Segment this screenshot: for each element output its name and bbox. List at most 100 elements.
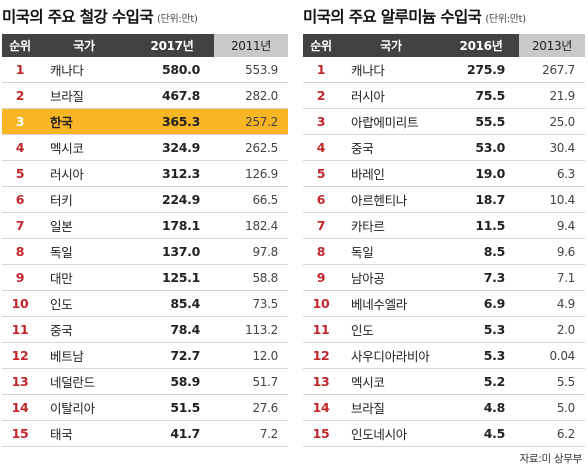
country-cell: 독일 <box>339 238 443 265</box>
country-cell: 아랍에미리트 <box>339 108 443 135</box>
country-cell: 태국 <box>38 420 130 447</box>
current-value-cell: 53.0 <box>443 134 519 161</box>
table-row: 14 이탈리아 51.5 27.6 <box>2 394 288 421</box>
table-row: 10 베네수엘라 6.9 4.9 <box>303 290 585 317</box>
rank-cell: 1 <box>303 57 339 83</box>
current-value-cell: 5.2 <box>443 368 519 395</box>
previous-value-cell: 73.5 <box>214 290 288 317</box>
current-value-cell: 19.0 <box>443 160 519 187</box>
steel-unit: (단위:만t) <box>157 14 198 25</box>
previous-value-cell: 30.4 <box>519 134 585 161</box>
aluminum-header-rank: 순위 <box>303 34 339 57</box>
previous-value-cell: 126.9 <box>214 160 288 187</box>
steel-table: 순위 국가 2017년 2011년 1 캐나다 580.0 553.9 2 브라질 467.… <box>2 34 288 447</box>
current-value-cell: 4.8 <box>443 394 519 421</box>
table-row: 9 대만 125.1 58.8 <box>2 264 288 291</box>
table-row: 6 아르헨티나 18.7 10.4 <box>303 186 585 213</box>
rank-cell: 15 <box>303 420 339 447</box>
previous-value-cell: 66.5 <box>214 186 288 213</box>
table-row: 13 네덜란드 58.9 51.7 <box>2 368 288 395</box>
rank-cell: 10 <box>303 290 339 317</box>
country-cell: 독일 <box>38 238 130 265</box>
current-value-cell: 78.4 <box>130 316 214 343</box>
aluminum-table: 순위 국가 2016년 2013년 1 캐나다 275.9 267.7 2 러시아 75.5… <box>303 34 585 447</box>
country-cell: 캐나다 <box>339 57 443 83</box>
rank-cell: 3 <box>2 108 38 135</box>
previous-value-cell: 282.0 <box>214 82 288 109</box>
previous-value-cell: 5.0 <box>519 394 585 421</box>
country-cell: 네덜란드 <box>38 368 130 395</box>
current-value-cell: 75.5 <box>443 82 519 109</box>
rank-cell: 4 <box>303 134 339 161</box>
country-cell: 멕시코 <box>38 134 130 161</box>
previous-value-cell: 262.5 <box>214 134 288 161</box>
rank-cell: 1 <box>2 57 38 83</box>
rank-cell: 10 <box>2 290 38 317</box>
current-value-cell: 467.8 <box>130 82 214 109</box>
rank-cell: 15 <box>2 420 38 447</box>
rank-cell: 14 <box>2 394 38 421</box>
table-row: 4 멕시코 324.9 262.5 <box>2 134 288 161</box>
steel-header-current: 2017년 <box>130 34 214 57</box>
current-value-cell: 137.0 <box>130 238 214 265</box>
current-value-cell: 312.3 <box>130 160 214 187</box>
country-cell: 터키 <box>38 186 130 213</box>
previous-value-cell: 5.5 <box>519 368 585 395</box>
aluminum-header-row: 순위 국가 2016년 2013년 <box>303 34 585 57</box>
table-row: 3 한국 365.3 257.2 <box>2 108 288 135</box>
rank-cell: 5 <box>2 160 38 187</box>
previous-value-cell: 7.2 <box>214 420 288 447</box>
table-row: 8 독일 137.0 97.8 <box>2 238 288 265</box>
previous-value-cell: 27.6 <box>214 394 288 421</box>
country-cell: 러시아 <box>38 160 130 187</box>
current-value-cell: 51.5 <box>130 394 214 421</box>
country-cell: 바레인 <box>339 160 443 187</box>
current-value-cell: 58.9 <box>130 368 214 395</box>
rank-cell: 3 <box>303 108 339 135</box>
country-cell: 브라질 <box>38 82 130 109</box>
current-value-cell: 7.3 <box>443 264 519 291</box>
previous-value-cell: 6.3 <box>519 160 585 187</box>
aluminum-panel: 미국의 주요 알루미늄 수입국 (단위:만t) 순위 국가 2016년 2013년… <box>303 0 585 447</box>
table-row: 6 터키 224.9 66.5 <box>2 186 288 213</box>
rank-cell: 8 <box>2 238 38 265</box>
steel-header-country: 국가 <box>38 34 130 57</box>
previous-value-cell: 182.4 <box>214 212 288 239</box>
previous-value-cell: 267.7 <box>519 57 585 83</box>
previous-value-cell: 97.8 <box>214 238 288 265</box>
country-cell: 인도 <box>38 290 130 317</box>
rank-cell: 9 <box>2 264 38 291</box>
rank-cell: 13 <box>303 368 339 395</box>
current-value-cell: 580.0 <box>130 57 214 83</box>
source-note: 자료:미 상무부 <box>519 453 583 465</box>
table-row: 15 태국 41.7 7.2 <box>2 420 288 447</box>
country-cell: 한국 <box>38 108 130 135</box>
aluminum-title-row: 미국의 주요 알루미늄 수입국 (단위:만t) <box>303 0 585 34</box>
rank-cell: 7 <box>2 212 38 239</box>
aluminum-header-country: 국가 <box>339 34 443 57</box>
previous-value-cell: 2.0 <box>519 316 585 343</box>
aluminum-table-body: 1 캐나다 275.9 267.7 2 러시아 75.5 21.9 3 아랍에미리트 55.5 25.… <box>303 57 585 447</box>
current-value-cell: 275.9 <box>443 57 519 83</box>
table-row: 14 브라질 4.8 5.0 <box>303 394 585 421</box>
current-value-cell: 11.5 <box>443 212 519 239</box>
table-row: 7 일본 178.1 182.4 <box>2 212 288 239</box>
table-row: 3 아랍에미리트 55.5 25.0 <box>303 108 585 135</box>
rank-cell: 5 <box>303 160 339 187</box>
current-value-cell: 41.7 <box>130 420 214 447</box>
current-value-cell: 178.1 <box>130 212 214 239</box>
country-cell: 인도네시아 <box>339 420 443 447</box>
previous-value-cell: 6.2 <box>519 420 585 447</box>
table-row: 11 인도 5.3 2.0 <box>303 316 585 343</box>
current-value-cell: 8.5 <box>443 238 519 265</box>
country-cell: 베트남 <box>38 342 130 369</box>
previous-value-cell: 553.9 <box>214 57 288 83</box>
current-value-cell: 5.3 <box>443 342 519 369</box>
table-row: 12 사우디아라비아 5.3 0.04 <box>303 342 585 369</box>
steel-header-rank: 순위 <box>2 34 38 57</box>
rank-cell: 12 <box>303 342 339 369</box>
aluminum-header-current: 2016년 <box>443 34 519 57</box>
current-value-cell: 365.3 <box>130 108 214 135</box>
steel-title-row: 미국의 주요 철강 수입국 (단위:만t) <box>2 0 288 34</box>
country-cell: 대만 <box>38 264 130 291</box>
